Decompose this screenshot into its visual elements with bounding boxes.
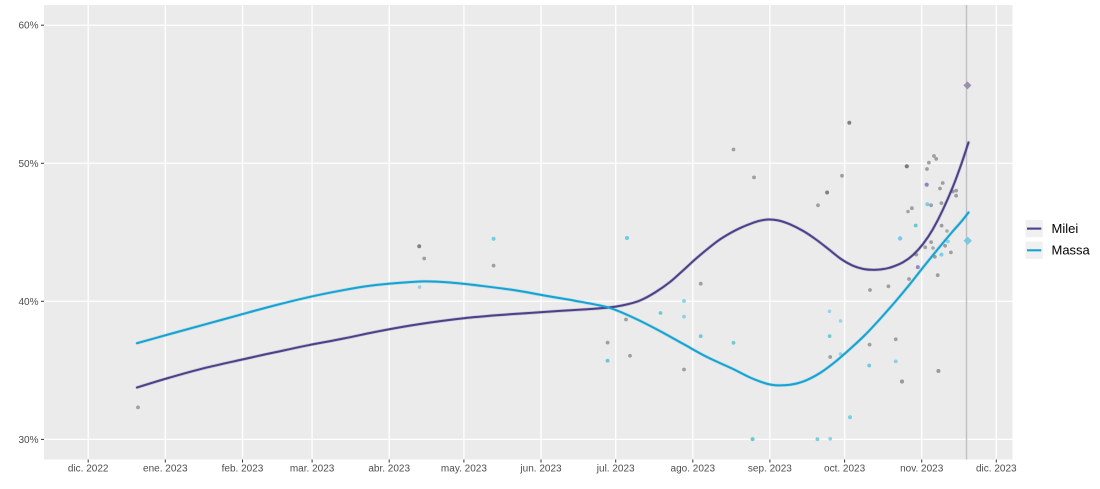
svg-text:ago. 2023: ago. 2023 [671,464,716,475]
svg-text:oct. 2023: oct. 2023 [824,464,866,475]
svg-text:abr. 2023: abr. 2023 [368,464,410,475]
svg-text:40%: 40% [18,297,38,308]
svg-text:may. 2023: may. 2023 [441,464,487,475]
svg-text:dic. 2022: dic. 2022 [68,464,109,475]
svg-text:jul. 2023: jul. 2023 [596,464,635,475]
svg-text:feb. 2023: feb. 2023 [222,464,264,475]
svg-text:ene. 2023: ene. 2023 [143,464,188,475]
svg-text:Milei: Milei [1052,221,1079,236]
svg-text:mar. 2023: mar. 2023 [290,464,335,475]
svg-text:dic. 2023: dic. 2023 [976,464,1017,475]
svg-text:30%: 30% [18,435,38,446]
svg-text:nov. 2023: nov. 2023 [900,464,944,475]
svg-text:sep. 2023: sep. 2023 [748,464,792,475]
svg-text:50%: 50% [18,159,38,170]
svg-text:jun. 2023: jun. 2023 [519,464,562,475]
svg-text:Massa: Massa [1052,243,1091,258]
svg-text:60%: 60% [18,21,38,32]
